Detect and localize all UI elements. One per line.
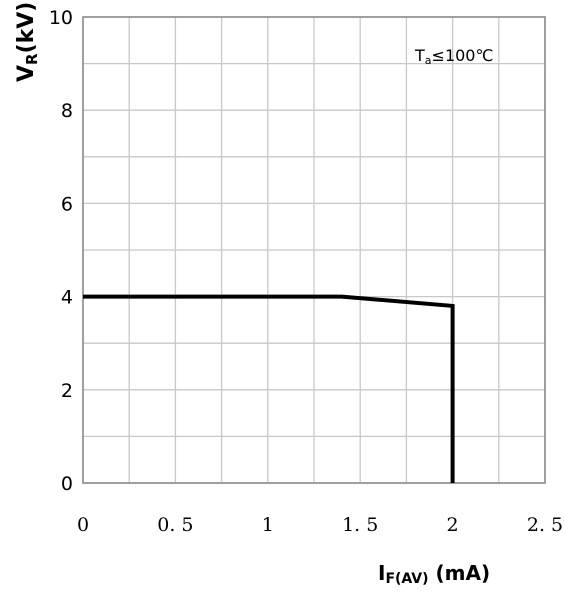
x-tick-labels: 0 0. 5 1 1. 5 2 2. 5	[77, 514, 563, 536]
x-tick-label: 2. 5	[527, 514, 563, 536]
x-tick-label: 0	[77, 514, 89, 536]
y-tick-label: 8	[61, 100, 73, 122]
x-tick-label: 2	[447, 514, 459, 536]
y-tick-label: 4	[61, 287, 73, 309]
x-tick-label: 1. 5	[342, 514, 378, 536]
series-layer	[83, 294, 455, 483]
x-axis-label: IF(AV) (mA)	[378, 561, 490, 587]
plot-border	[82, 16, 546, 484]
x-tick-label: 1	[262, 514, 274, 536]
y-tick-label: 2	[61, 380, 73, 402]
y-tick-label: 10	[49, 7, 73, 29]
y-tick-label: 0	[61, 473, 73, 495]
grid	[82, 16, 546, 484]
plot-frame	[82, 16, 546, 484]
series-line	[83, 294, 455, 483]
y-tick-labels: 0 2 4 6 8 10	[49, 7, 73, 495]
y-axis-label: VR(kV)	[14, 2, 41, 82]
x-tick-label: 0. 5	[157, 514, 193, 536]
y-tick-label: 6	[61, 193, 73, 215]
temperature-annotation: Ta≤100℃	[414, 46, 493, 67]
